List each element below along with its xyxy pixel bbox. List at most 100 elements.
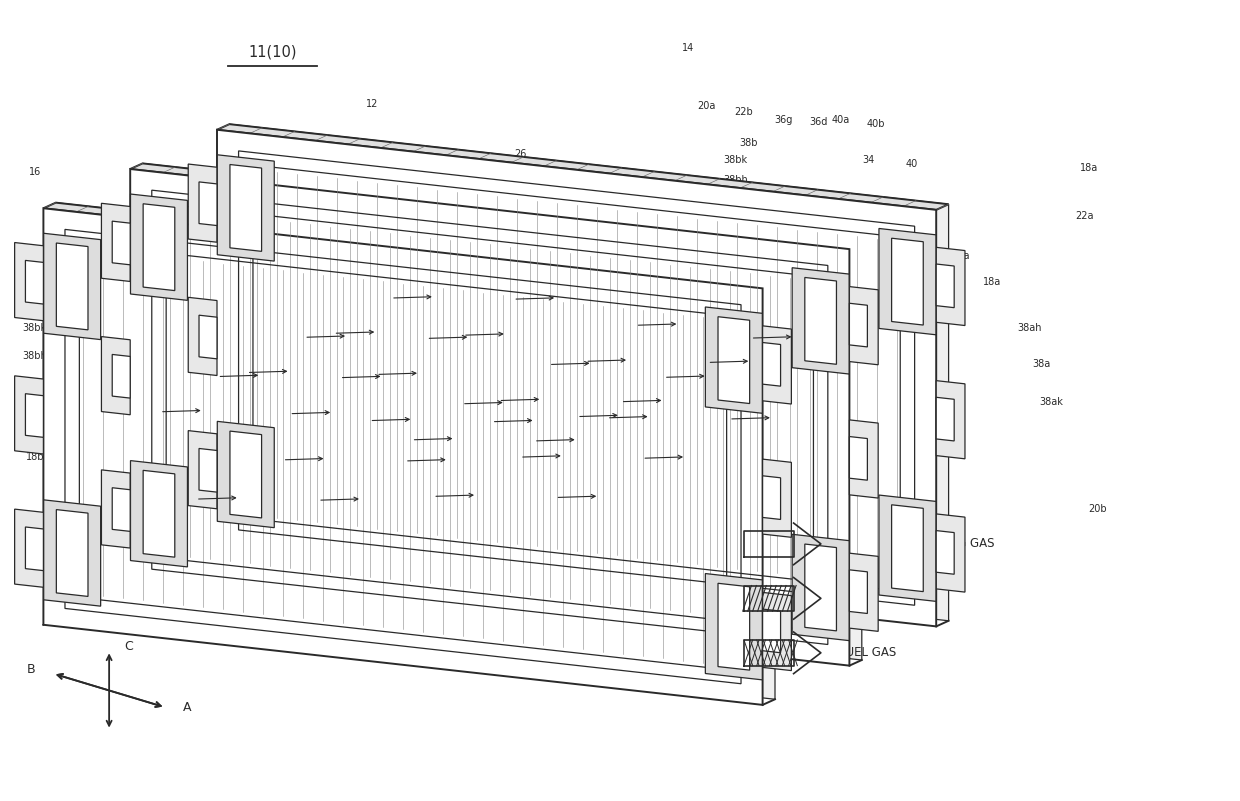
Text: 34: 34 xyxy=(862,155,874,165)
Polygon shape xyxy=(102,336,130,415)
Text: 38ak: 38ak xyxy=(577,616,601,626)
Polygon shape xyxy=(892,238,924,325)
Polygon shape xyxy=(229,124,949,621)
Polygon shape xyxy=(102,470,130,548)
Polygon shape xyxy=(130,163,862,249)
Polygon shape xyxy=(217,155,274,261)
Polygon shape xyxy=(143,203,175,291)
Text: 22a: 22a xyxy=(1076,211,1094,221)
Polygon shape xyxy=(188,164,217,242)
Text: 40: 40 xyxy=(905,159,918,169)
Polygon shape xyxy=(15,509,43,587)
Polygon shape xyxy=(706,307,763,413)
Text: OXYGEN-CONTAINING GAS: OXYGEN-CONTAINING GAS xyxy=(839,537,994,550)
Polygon shape xyxy=(26,393,43,437)
Text: 38b: 38b xyxy=(76,372,93,381)
Text: 36g: 36g xyxy=(233,151,250,161)
Text: 22a: 22a xyxy=(952,252,970,261)
Polygon shape xyxy=(43,500,100,606)
Text: 18b: 18b xyxy=(510,356,527,365)
Text: 36a: 36a xyxy=(506,552,523,562)
Polygon shape xyxy=(56,509,88,597)
Text: 22b: 22b xyxy=(542,396,562,405)
Polygon shape xyxy=(849,304,868,347)
Polygon shape xyxy=(936,514,965,592)
Polygon shape xyxy=(200,315,217,359)
Text: 34: 34 xyxy=(143,578,155,588)
Polygon shape xyxy=(763,609,781,653)
Text: 22a: 22a xyxy=(618,501,635,511)
Polygon shape xyxy=(763,593,791,670)
Polygon shape xyxy=(792,268,849,374)
Text: 22a: 22a xyxy=(909,488,926,497)
Text: 22b: 22b xyxy=(64,272,84,281)
Polygon shape xyxy=(26,527,43,570)
Text: 20b: 20b xyxy=(629,544,649,553)
Polygon shape xyxy=(718,316,750,404)
Polygon shape xyxy=(879,495,936,602)
Polygon shape xyxy=(936,264,955,308)
Text: 16a: 16a xyxy=(432,588,449,598)
Text: 24: 24 xyxy=(639,582,651,591)
Polygon shape xyxy=(15,376,43,454)
Polygon shape xyxy=(130,461,187,567)
Text: 18b: 18b xyxy=(26,452,43,461)
Text: 22b: 22b xyxy=(734,107,754,117)
Polygon shape xyxy=(849,437,868,480)
Polygon shape xyxy=(849,570,868,614)
Text: 20b: 20b xyxy=(908,524,928,533)
Polygon shape xyxy=(792,534,849,641)
Polygon shape xyxy=(200,182,217,226)
Polygon shape xyxy=(849,553,878,631)
Text: 18a: 18a xyxy=(556,520,573,529)
Text: 14a: 14a xyxy=(892,458,909,468)
Text: 22b: 22b xyxy=(889,245,909,255)
Text: 38bk: 38bk xyxy=(22,324,47,333)
Text: 18a: 18a xyxy=(1080,163,1097,173)
Text: 38bk: 38bk xyxy=(723,155,748,165)
Text: 42a: 42a xyxy=(128,548,145,557)
Polygon shape xyxy=(43,233,100,340)
Text: 18b: 18b xyxy=(469,352,486,361)
Polygon shape xyxy=(143,163,862,660)
Text: 18a: 18a xyxy=(983,277,1001,287)
Polygon shape xyxy=(892,505,924,592)
Text: 20a: 20a xyxy=(698,101,715,111)
Polygon shape xyxy=(188,297,217,376)
Text: 14b: 14b xyxy=(877,397,894,407)
Polygon shape xyxy=(936,248,965,325)
Polygon shape xyxy=(43,208,763,705)
Text: 22b: 22b xyxy=(443,191,463,201)
Polygon shape xyxy=(130,194,187,300)
Text: 28: 28 xyxy=(626,460,639,469)
Text: 38ah: 38ah xyxy=(552,572,577,582)
Text: C: C xyxy=(124,640,134,653)
Text: 14P: 14P xyxy=(866,368,883,377)
Text: 12: 12 xyxy=(366,99,378,109)
Text: 40a: 40a xyxy=(832,115,849,125)
Polygon shape xyxy=(849,287,878,364)
Text: 38bk: 38bk xyxy=(527,397,552,407)
Polygon shape xyxy=(43,203,775,288)
Text: COOLANT: COOLANT xyxy=(839,592,897,605)
Polygon shape xyxy=(849,420,878,498)
Text: 36d: 36d xyxy=(51,203,68,213)
Polygon shape xyxy=(805,277,837,364)
Polygon shape xyxy=(936,397,955,441)
Polygon shape xyxy=(706,574,763,680)
Polygon shape xyxy=(879,228,936,335)
Text: 30: 30 xyxy=(859,304,872,313)
Text: 22a: 22a xyxy=(849,272,867,281)
Text: 38ah: 38ah xyxy=(1017,324,1042,333)
Polygon shape xyxy=(188,431,217,509)
Text: 38ah: 38ah xyxy=(846,517,870,527)
Text: 32: 32 xyxy=(477,235,490,245)
Text: 14: 14 xyxy=(682,43,694,53)
Text: 20a: 20a xyxy=(26,252,43,261)
Text: 36d: 36d xyxy=(239,235,257,245)
Text: 22a: 22a xyxy=(549,480,567,489)
Polygon shape xyxy=(56,243,88,330)
Polygon shape xyxy=(229,431,262,518)
Polygon shape xyxy=(200,449,217,492)
Polygon shape xyxy=(936,530,955,574)
